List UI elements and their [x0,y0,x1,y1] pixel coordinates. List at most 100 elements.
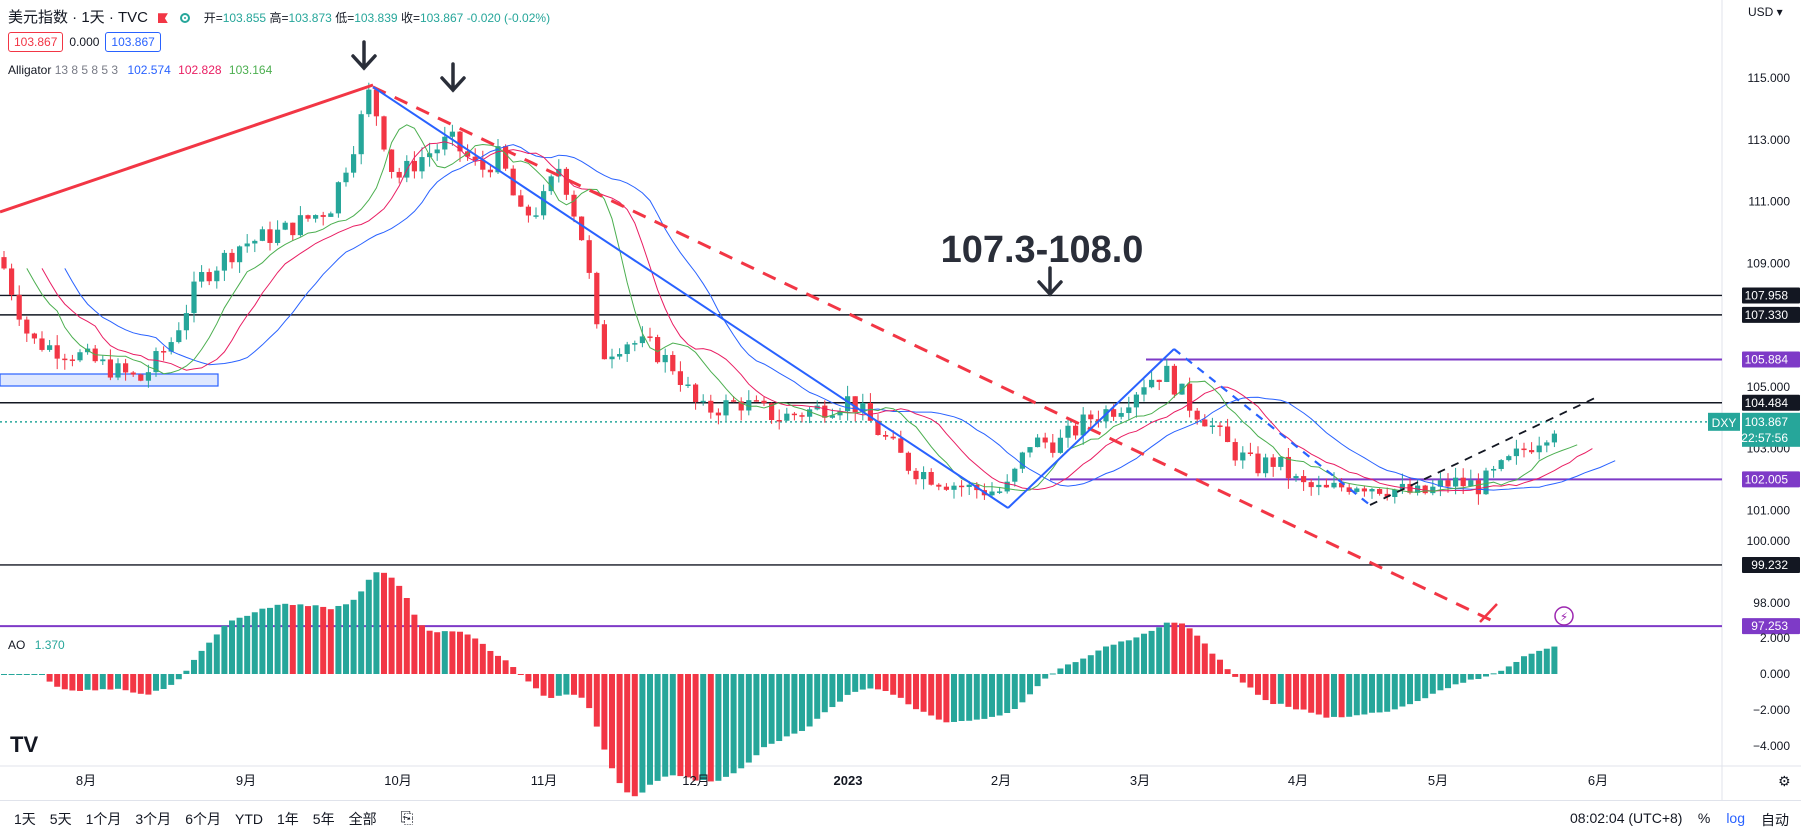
candle-body [191,281,197,314]
bid-badge[interactable]: 103.867 [8,32,64,52]
ao-bar [1391,674,1398,710]
candle-body [1232,442,1238,461]
ao-bar [966,674,973,721]
price-chart[interactable]: 107.3-108.0 ⚡ 115.000 113.000 111.000 109.000… [0,0,1801,800]
ao-bar [449,631,456,674]
range-all[interactable]: 全部 [348,810,377,827]
ao-bar [251,612,258,674]
candle-body [989,491,995,496]
candle-body [769,403,775,421]
candle-body [1308,482,1314,488]
ao-bar [951,674,957,722]
goto-date-icon[interactable]: ⎘ [400,809,414,827]
candle-body [1270,457,1276,467]
ao-bar [753,674,760,756]
ao-bar [1429,674,1436,694]
candle-body [609,356,615,360]
candle-body [328,213,334,217]
ao-bar [267,607,273,674]
candle-body [1551,433,1557,443]
ao-bar [586,674,593,709]
candle-body [1399,483,1405,490]
candle-body [875,420,881,435]
ao-legend[interactable]: AO 1.370 [8,638,65,652]
ao-bar [578,674,585,698]
ao-bar [153,674,159,691]
range-5y[interactable]: 5年 [312,810,335,827]
ao-bar [350,599,357,674]
ao-bar [457,631,463,674]
candle-body [807,409,813,417]
candle-body [123,363,129,373]
ao-bar [419,625,425,674]
candle-body [31,333,37,339]
candle-body [1331,482,1337,488]
candle-body [890,436,896,439]
range-3m[interactable]: 3个月 [135,810,172,827]
level-tag-value: 97.253 [1751,619,1788,633]
candle-body [457,131,463,152]
ao-bar [168,674,175,685]
candle-body [1544,442,1550,446]
range-6m[interactable]: 6个月 [185,810,221,827]
range-1m[interactable]: 1个月 [85,810,122,827]
candle-body [442,136,448,150]
symbol-title[interactable]: 美元指数 · 1天 · TVC [8,9,149,26]
ao-bar [282,603,289,674]
candle-body [829,415,835,418]
ao-bar [517,674,524,675]
open-label: 开= [203,11,223,25]
alligator-legend[interactable]: Alligator 13 8 5 8 5 3 102.574 102.828 1… [8,63,272,77]
range-ytd[interactable]: YTD [234,810,263,827]
ao-bar [160,674,167,689]
current-price-tag [1742,412,1800,447]
candle-body [389,149,395,172]
ao-bar [844,674,851,695]
candle-body [1498,460,1504,469]
candle-body [685,384,691,387]
candle-body [275,229,281,243]
ao-bar [115,674,121,689]
ao-bar [464,634,471,674]
ao-bar [1513,661,1520,674]
ao-bar [191,659,197,674]
log-toggle[interactable]: log [1726,810,1745,826]
candle-body [1012,468,1018,482]
high-value: 103.873 [288,11,332,25]
ao-bar [1019,674,1026,703]
ao-tick-label: 0.000 [1760,667,1790,681]
candle-body [845,396,851,412]
clock[interactable]: 08:02:04 (UTC+8) [1570,810,1683,826]
ao-bar [1255,674,1261,695]
ao-tick-label: −4.000 [1753,739,1790,753]
candle-body [1217,425,1223,427]
close-value: 103.867 [419,11,464,25]
blue-up-leg [1007,348,1175,509]
range-1y[interactable]: 1年 [276,810,299,827]
high-label: 高= [269,11,289,25]
candle-body [1377,489,1383,494]
ao-bar [730,674,737,774]
level-tag-value: 107.958 [1745,288,1789,302]
ao-bar [23,674,30,675]
ao-bar [213,634,220,674]
range-1d[interactable]: 1天 [14,810,36,827]
candle-body [761,400,767,404]
candle-body [313,215,319,219]
percent-toggle[interactable]: % [1697,810,1711,826]
candle-body [282,222,288,230]
flag-icon[interactable] [157,13,168,24]
spread-value: 0.000 [69,35,100,49]
ao-bar [411,614,418,674]
ask-badge[interactable]: 103.867 [105,32,161,52]
ao-bar [791,674,798,734]
candle-body [1437,480,1443,487]
ao-bar [1103,646,1109,674]
range-5d[interactable]: 5天 [49,810,72,827]
candle-body [784,413,790,421]
auto-toggle[interactable]: 自动 [1761,812,1789,828]
candle-body [183,313,189,331]
candle-body [1187,383,1193,411]
time-tick-label: 8月 [76,773,96,788]
candle-body [1209,425,1215,427]
